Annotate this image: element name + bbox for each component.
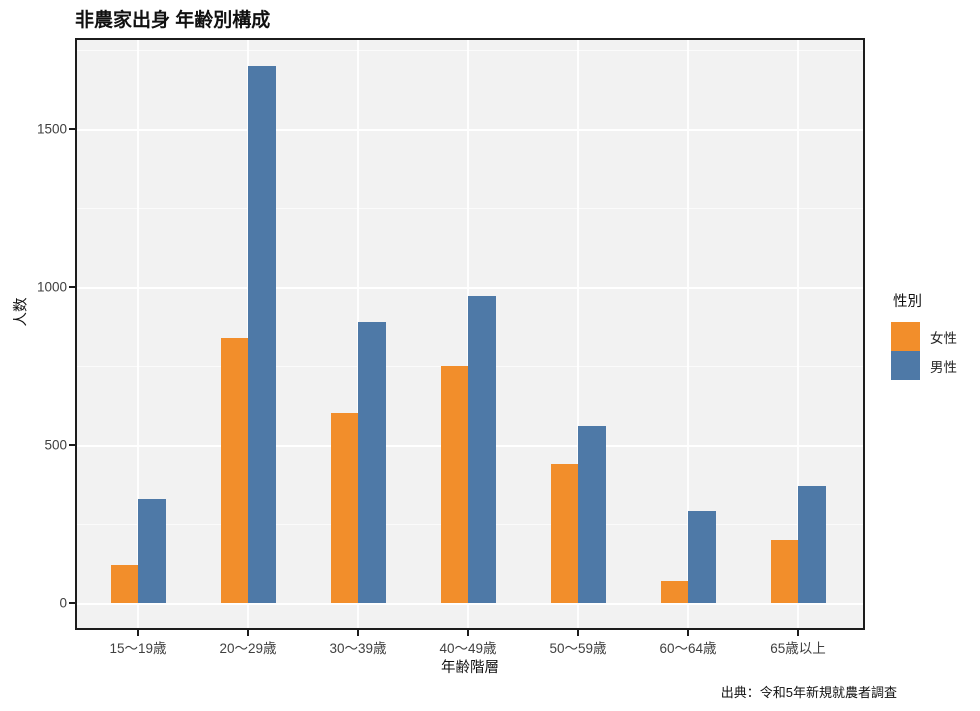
bar-female-2 [331, 413, 359, 603]
legend-row-female: 女性 [891, 322, 957, 351]
bar-male-2 [358, 321, 386, 603]
bar-female-5 [661, 580, 689, 603]
y-tick-mark [69, 286, 75, 288]
chart-title: 非農家出身 年齢別構成 [75, 10, 271, 31]
legend-title: 性別 [893, 294, 922, 310]
bar-male-5 [688, 511, 716, 603]
x-tick-label-6: 65歳以上 [770, 641, 826, 656]
gridline-minor [77, 50, 863, 51]
bar-male-3 [468, 296, 496, 603]
legend-label-female: 女性 [930, 330, 957, 346]
y-tick-mark [69, 128, 75, 130]
x-tick-mark [247, 630, 249, 636]
legend-swatch-male [891, 351, 920, 380]
gridline-major [77, 287, 863, 289]
x-tick-label-5: 60〜64歳 [659, 641, 717, 656]
bar-female-6 [771, 539, 799, 603]
bar-male-0 [138, 498, 166, 603]
x-tick-label-2: 30〜39歳 [329, 641, 387, 656]
bar-female-4 [551, 463, 579, 603]
bar-female-0 [111, 565, 139, 603]
gridline-category [577, 40, 579, 628]
legend-row-male: 男性 [891, 351, 957, 380]
x-tick-mark [137, 630, 139, 636]
y-tick-label: 500 [44, 437, 67, 453]
x-tick-mark [687, 630, 689, 636]
x-tick-label-0: 15〜19歳 [109, 641, 167, 656]
plot-panel [75, 38, 865, 630]
x-tick-mark [357, 630, 359, 636]
bar-male-4 [578, 426, 606, 603]
x-tick-label-1: 20〜29歳 [219, 641, 277, 656]
gridline-category [797, 40, 799, 628]
legend-rows: 女性 男性 [891, 322, 957, 380]
legend-label-male: 男性 [930, 359, 957, 375]
gridline-minor [77, 208, 863, 209]
bar-female-1 [221, 337, 249, 603]
x-tick-label-3: 40〜49歳 [439, 641, 497, 656]
legend: 性別 女性男性 [891, 290, 957, 380]
x-axis-title: 年齢階層 [441, 660, 499, 676]
source-caption: 出典：令和5年新規就農者調査 [720, 685, 897, 700]
x-tick-mark [577, 630, 579, 636]
gridline-category [687, 40, 689, 628]
y-axis-title: 人数 [13, 297, 30, 327]
y-tick-label: 0 [59, 595, 67, 611]
bar-male-1 [248, 65, 276, 603]
y-tick-label: 1000 [36, 279, 67, 295]
y-tick-mark [69, 602, 75, 604]
y-tick-mark [69, 444, 75, 446]
legend-swatch-female [891, 322, 920, 351]
bar-female-3 [441, 366, 469, 603]
y-tick-label: 1500 [36, 121, 67, 137]
x-tick-mark [467, 630, 469, 636]
gridline-category [137, 40, 139, 628]
gridline-major [77, 129, 863, 131]
gridline-major [77, 603, 863, 605]
bar-male-6 [798, 486, 826, 603]
x-tick-label-4: 50〜59歳 [549, 641, 607, 656]
x-tick-mark [797, 630, 799, 636]
